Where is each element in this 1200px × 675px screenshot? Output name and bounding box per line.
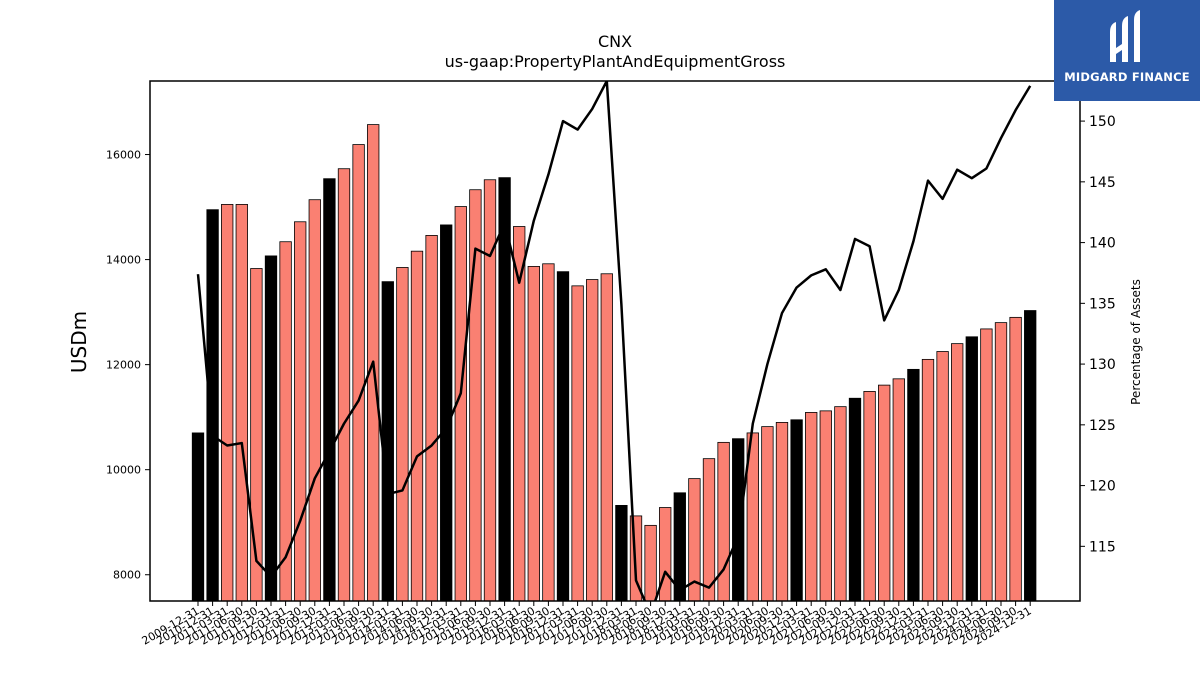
- y2-tick-label: 125: [1089, 418, 1116, 434]
- bar-series: [191, 124, 1037, 602]
- bar: [206, 209, 219, 602]
- bar: [308, 199, 321, 602]
- bar: [410, 250, 424, 602]
- bar: [644, 524, 657, 602]
- plot-frame: [149, 80, 1081, 602]
- series-line: [196, 81, 1032, 601]
- bar: [775, 422, 789, 602]
- bar: [994, 322, 1008, 602]
- y-tick-label: 12000: [106, 359, 141, 372]
- bar: [571, 285, 584, 602]
- bar: [878, 384, 891, 602]
- bar: [965, 336, 978, 602]
- y2-axis-label: Percentage of Assets: [1129, 279, 1143, 405]
- bar: [951, 343, 964, 602]
- bar: [542, 263, 555, 602]
- bar: [921, 358, 935, 602]
- bar: [381, 281, 394, 602]
- chart-title: CNX: [598, 32, 632, 51]
- y-tick-label: 10000: [106, 464, 141, 477]
- y2-tick-label: 150: [1089, 114, 1116, 130]
- bar: [352, 144, 365, 602]
- bar: [556, 271, 570, 602]
- bar: [761, 426, 774, 602]
- y2-tick-label: 145: [1089, 175, 1116, 191]
- bar: [936, 351, 949, 602]
- bar: [1024, 310, 1037, 602]
- bar: [483, 179, 497, 602]
- bar: [191, 432, 205, 602]
- bar: [834, 406, 847, 602]
- y-tick-label: 16000: [106, 149, 141, 162]
- bar: [717, 441, 730, 602]
- bar: [600, 273, 613, 602]
- bar: [805, 412, 818, 602]
- y-axis: 8000 10000 12000 14000 16000: [106, 149, 150, 582]
- brand-logo: MIDGARD FINANCE: [1054, 0, 1200, 101]
- line-series: [196, 81, 1032, 601]
- y2-tick-label: 135: [1089, 296, 1116, 312]
- y2-tick-label: 115: [1089, 539, 1116, 555]
- y2-axis: 115 120 125 130 135 140 145 150: [1080, 114, 1116, 555]
- bar: [892, 378, 905, 602]
- y2-tick-label: 130: [1089, 357, 1116, 373]
- bar: [615, 504, 628, 602]
- y-tick-label: 8000: [113, 569, 141, 582]
- y2-tick-label: 140: [1089, 236, 1116, 252]
- y2-tick-label: 120: [1089, 479, 1116, 495]
- bar: [264, 255, 278, 602]
- x-axis: 2009-12-312010-12-312011-03-312011-06-30…: [140, 601, 1034, 648]
- y-tick-label: 14000: [106, 254, 141, 267]
- bar: [863, 391, 876, 602]
- midgard-logo-icon: [1110, 10, 1140, 62]
- bar: [440, 224, 453, 602]
- bar: [702, 458, 716, 602]
- bar: [790, 419, 803, 602]
- bar: [848, 397, 862, 602]
- bar: [527, 266, 540, 602]
- bar: [221, 204, 234, 602]
- bar: [586, 279, 599, 602]
- bar: [819, 410, 832, 602]
- bar: [907, 368, 920, 602]
- bar: [323, 178, 336, 602]
- bar: [1009, 316, 1022, 602]
- brand-name: MIDGARD FINANCE: [1064, 70, 1190, 84]
- bar: [337, 168, 351, 602]
- bar: [294, 221, 307, 602]
- bar: [235, 204, 248, 602]
- bar: [425, 235, 438, 602]
- bar: [732, 438, 745, 602]
- bar: [396, 267, 409, 602]
- y-axis-label: USDm: [67, 311, 91, 373]
- chart-subtitle: us-gaap:PropertyPlantAndEquipmentGross: [445, 52, 786, 71]
- bar: [980, 328, 993, 602]
